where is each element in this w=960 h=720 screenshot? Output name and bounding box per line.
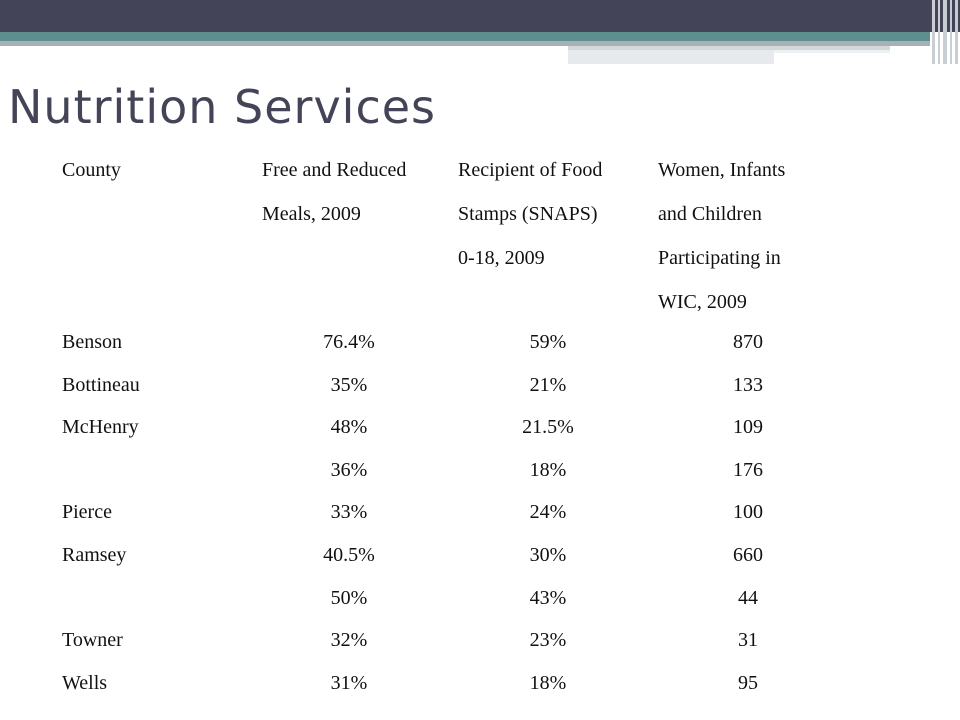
snap-cell: 43% (529, 586, 567, 609)
slide-title: Nutrition Services (8, 80, 437, 134)
header-bar-light (568, 50, 774, 64)
free-reduced-cell: 76.4% (323, 331, 375, 353)
header-stripes (930, 0, 960, 64)
wic-cell: 109 (733, 416, 763, 439)
column-header-free-reduced-meals: Free and Reduced Meals, 2009 (262, 148, 406, 236)
wic-cell: 31 (738, 629, 758, 652)
column-header-snap: Recipient of Food Stamps (SNAPS) 0-18, 2… (458, 148, 602, 280)
snap-cell: 59% (529, 331, 567, 353)
header-line: Women, Infants (658, 159, 786, 181)
header-bar-light (774, 50, 890, 53)
free-reduced-cell: 31% (330, 671, 368, 694)
wic-cell: 660 (733, 543, 763, 566)
header-line: WIC, 2009 (658, 291, 747, 313)
county-cell: McHenry (62, 416, 139, 439)
header-line: 0-18, 2009 (458, 247, 545, 269)
wic-cell: 44 (738, 586, 758, 609)
snap-cell: 18% (529, 671, 567, 694)
county-cell: Benson (62, 331, 122, 353)
header-line: Recipient of Food (458, 159, 603, 181)
header-line: Stamps (SNAPS) (458, 203, 598, 225)
header-line: Participating in (658, 247, 781, 269)
header-bar-light (568, 46, 890, 50)
snap-cell: 23% (529, 629, 567, 652)
header-line: and Children (658, 203, 762, 225)
wic-cell: 95 (738, 671, 758, 694)
table-row: Ramsey 40.5% 30% 660 (0, 534, 960, 577)
free-reduced-cell: 40.5% (323, 543, 375, 566)
column-header-wic: Women, Infants and Children Participatin… (658, 148, 785, 324)
county-cell: Pierce (62, 501, 112, 524)
snap-cell: 30% (529, 543, 567, 566)
table-row: Benson 76.4% 59% 870 (0, 321, 960, 364)
snap-cell: 24% (529, 501, 567, 524)
table-row: Wells 31% 18% 95 (0, 662, 960, 705)
county-cell: Wells (62, 671, 108, 694)
header-line: Meals, 2009 (262, 203, 361, 225)
county-cell: Ramsey (62, 543, 127, 566)
county-cell: Bottineau (62, 373, 140, 396)
column-header-county: County (62, 148, 121, 192)
table-row: Towner 32% 23% 31 (0, 619, 960, 662)
data-table: Benson 76.4% 59% 870 Bottineau 35% 21% 1… (0, 321, 960, 704)
free-reduced-cell: 35% (330, 373, 368, 396)
free-reduced-cell: 48% (330, 416, 368, 439)
header-bar-dark (0, 0, 960, 32)
snap-cell: 21% (529, 373, 567, 396)
wic-cell: 176 (733, 458, 763, 481)
table-row: 36% 18% 176 (0, 449, 960, 492)
county-cell: Towner (62, 629, 123, 652)
table-row: Bottineau 35% 21% 133 (0, 364, 960, 407)
header-line: County (62, 159, 121, 181)
wic-cell: 133 (733, 373, 763, 396)
free-reduced-cell: 50% (330, 586, 368, 609)
snap-cell: 21.5% (522, 416, 574, 439)
table-row: 50% 43% 44 (0, 577, 960, 620)
free-reduced-cell: 32% (330, 629, 368, 652)
header-line: Free and Reduced (262, 159, 407, 181)
wic-cell: 100 (733, 501, 763, 524)
wic-cell: 870 (733, 331, 763, 353)
header-bar-teal (0, 32, 930, 41)
free-reduced-cell: 33% (330, 501, 368, 524)
table-row: McHenry 48% 21.5% 109 (0, 406, 960, 449)
table-row: Pierce 33% 24% 100 (0, 491, 960, 534)
free-reduced-cell: 36% (330, 458, 368, 481)
snap-cell: 18% (529, 458, 567, 481)
header-bar-grey (0, 41, 930, 46)
